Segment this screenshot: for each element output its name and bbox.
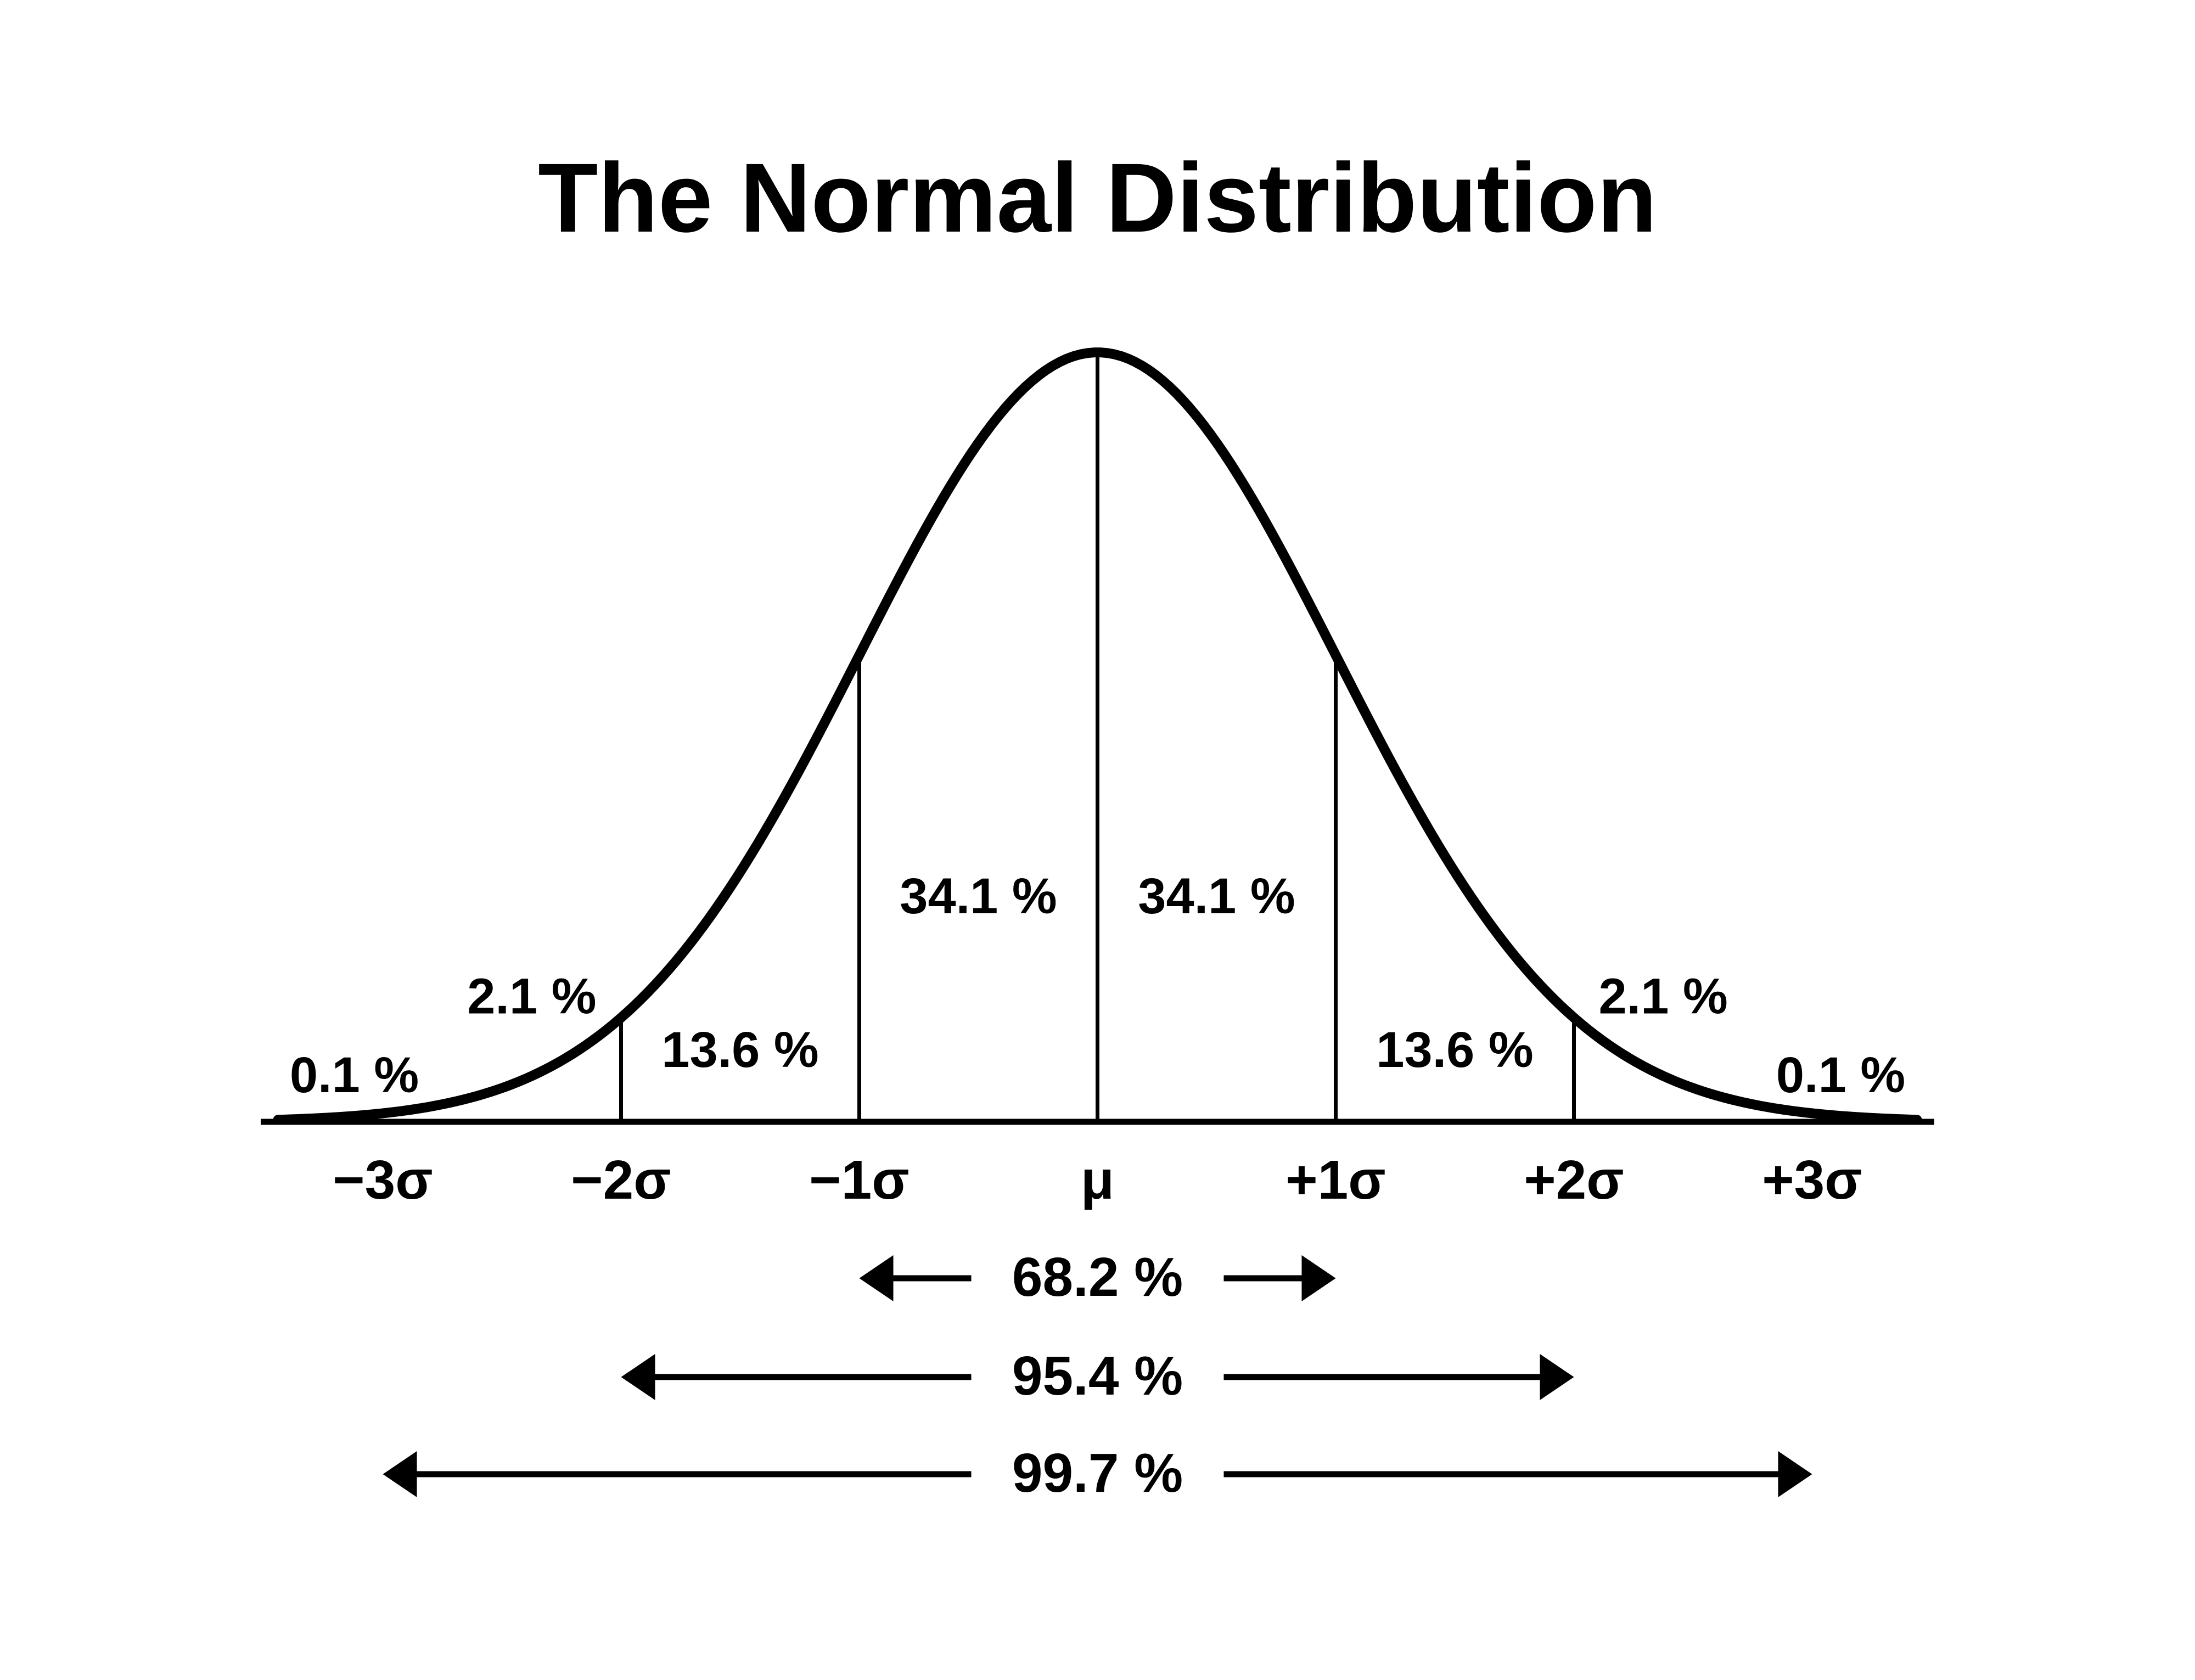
svg-text:−3σ: −3σ bbox=[333, 1149, 433, 1211]
svg-text:34.1 %: 34.1 % bbox=[900, 868, 1057, 924]
svg-text:0.1 %: 0.1 % bbox=[1776, 1047, 1905, 1103]
svg-text:+2σ: +2σ bbox=[1524, 1149, 1624, 1211]
svg-text:95.4 %: 95.4 % bbox=[1012, 1345, 1183, 1407]
svg-text:99.7 %: 99.7 % bbox=[1012, 1442, 1183, 1504]
svg-text:2.1 %: 2.1 % bbox=[1599, 968, 1728, 1024]
svg-text:2.1 %: 2.1 % bbox=[467, 968, 596, 1024]
svg-text:13.6 %: 13.6 % bbox=[1376, 1022, 1533, 1078]
svg-text:13.6 %: 13.6 % bbox=[661, 1022, 818, 1078]
svg-text:μ: μ bbox=[1081, 1149, 1114, 1211]
svg-text:+3σ: +3σ bbox=[1762, 1149, 1862, 1211]
svg-text:68.2 %: 68.2 % bbox=[1012, 1246, 1183, 1308]
svg-text:−2σ: −2σ bbox=[571, 1149, 671, 1211]
svg-text:The Normal Distribution: The Normal Distribution bbox=[538, 143, 1657, 252]
svg-text:34.1 %: 34.1 % bbox=[1138, 868, 1295, 924]
svg-text:+1σ: +1σ bbox=[1285, 1149, 1385, 1211]
svg-text:−1σ: −1σ bbox=[809, 1149, 909, 1211]
svg-text:0.1 %: 0.1 % bbox=[290, 1047, 419, 1103]
